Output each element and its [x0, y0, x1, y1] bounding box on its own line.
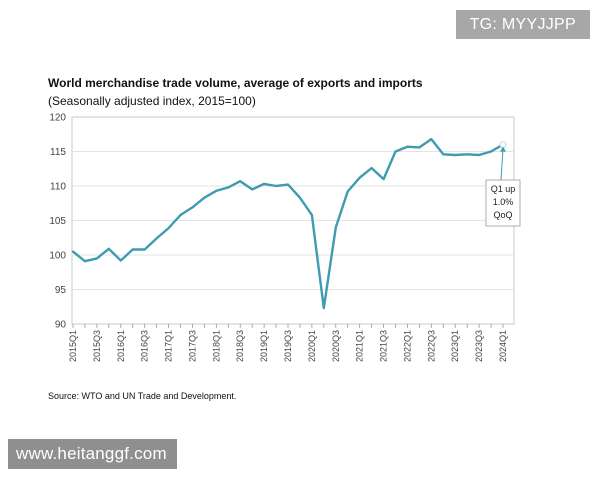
y-tick-label-110: 110 [50, 182, 66, 193]
data-point-2023Q2 [466, 153, 468, 155]
x-tick-label-2017Q3: 2017Q3 [187, 330, 197, 362]
x-tick-label-2024Q1: 2024Q1 [498, 330, 508, 362]
data-point-2016Q3 [143, 248, 145, 250]
data-point-2018Q3 [239, 180, 241, 182]
data-point-2021Q2 [370, 167, 372, 169]
chart-title: World merchandise trade volume, average … [48, 76, 423, 90]
x-tick-label-2021Q1: 2021Q1 [355, 330, 365, 362]
data-point-2020Q2 [323, 307, 325, 309]
data-point-2015Q2 [84, 260, 86, 262]
data-point-2023Q4 [490, 150, 492, 152]
y-tick-label-90: 90 [55, 320, 67, 331]
x-tick-label-2015Q1: 2015Q1 [68, 330, 78, 362]
data-point-2016Q1 [120, 259, 122, 261]
data-point-2019Q2 [275, 185, 277, 187]
y-tick-label-105: 105 [49, 216, 66, 227]
annotation-line-2: QoQ [493, 210, 512, 220]
data-point-2017Q1 [167, 227, 169, 229]
data-point-2019Q1 [263, 183, 265, 185]
x-tick-label-2022Q3: 2022Q3 [426, 330, 436, 362]
x-tick-label-2016Q3: 2016Q3 [140, 330, 150, 362]
watermark-bottom: www.heitanggf.com [8, 439, 177, 469]
data-point-2021Q4 [394, 150, 396, 152]
data-point-2018Q2 [227, 186, 229, 188]
data-point-2017Q3 [191, 206, 193, 208]
y-tick-label-95: 95 [55, 285, 67, 296]
data-point-2020Q3 [335, 226, 337, 228]
data-point-2022Q3 [430, 138, 432, 140]
data-point-2018Q1 [215, 190, 217, 192]
x-tick-label-2023Q1: 2023Q1 [450, 330, 460, 362]
data-point-2015Q1 [72, 250, 74, 252]
x-tick-label-2022Q1: 2022Q1 [402, 330, 412, 362]
data-point-2021Q1 [358, 177, 360, 179]
x-tick-label-2021Q3: 2021Q3 [379, 330, 389, 362]
x-tick-label-2016Q1: 2016Q1 [116, 330, 126, 362]
data-point-2020Q1 [311, 214, 313, 216]
data-point-2019Q3 [287, 183, 289, 185]
y-tick-label-120: 120 [49, 113, 66, 124]
data-point-2016Q2 [132, 248, 134, 250]
data-point-2022Q2 [418, 146, 420, 148]
x-tick-label-2019Q3: 2019Q3 [283, 330, 293, 362]
x-tick-label-2017Q1: 2017Q1 [164, 330, 174, 362]
data-point-2022Q4 [442, 153, 444, 155]
x-tick-label-2018Q1: 2018Q1 [211, 330, 221, 362]
data-point-2018Q4 [251, 188, 253, 190]
data-point-2015Q3 [96, 257, 98, 259]
annotation-leader [500, 148, 504, 181]
data-point-2019Q4 [299, 197, 301, 199]
data-point-2015Q4 [108, 248, 110, 250]
annotation: Q1 up 1.0% QoQ [485, 141, 521, 227]
series-line-0 [71, 137, 505, 310]
source-note: Source: WTO and UN Trade and Development… [48, 391, 237, 401]
series-group [71, 137, 505, 310]
data-point-2022Q1 [406, 145, 408, 147]
annotation-box [485, 179, 521, 227]
annotation-line-0: Q1 up [491, 184, 516, 194]
annotation-line-1: 1.0% [493, 197, 514, 207]
y-axis-ticks: 90 95 100 105 110 115 120 [49, 113, 66, 331]
annotation-arrowhead [500, 146, 506, 152]
watermark-top: TG: MYYJJPP [455, 10, 590, 39]
x-tick-label-2015Q3: 2015Q3 [92, 330, 102, 362]
chart-subtitle: (Seasonally adjusted index, 2015=100) [48, 94, 256, 108]
x-tick-label-2019Q1: 2019Q1 [259, 330, 269, 362]
data-point-2017Q4 [203, 197, 205, 199]
y-tick-label-115: 115 [50, 147, 66, 158]
data-point-2021Q3 [382, 178, 384, 180]
y-tick-label-100: 100 [49, 251, 66, 262]
x-axis-ticks: 2015Q1 2015Q3 2016Q1 2016Q3 2017Q1 2017Q3 2018… [68, 324, 508, 362]
data-point-2016Q4 [155, 237, 157, 239]
x-tick-label-2023Q3: 2023Q3 [474, 330, 484, 362]
x-tick-label-2020Q1: 2020Q1 [307, 330, 317, 362]
data-point-2023Q1 [454, 154, 456, 156]
data-point-2020Q4 [347, 190, 349, 192]
gridlines [72, 151, 514, 290]
data-point-2017Q2 [179, 214, 181, 216]
x-tick-label-2018Q3: 2018Q3 [235, 330, 245, 362]
x-tick-label-2020Q3: 2020Q3 [331, 330, 341, 362]
data-point-2023Q3 [478, 154, 480, 156]
